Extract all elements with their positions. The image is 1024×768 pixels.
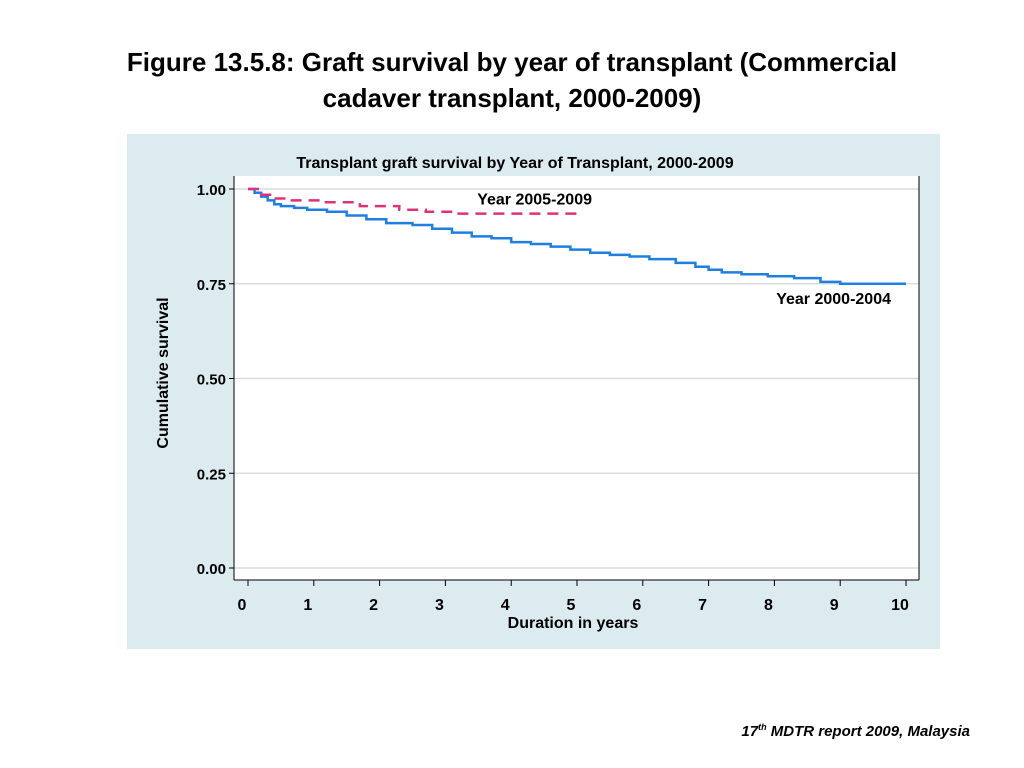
footer-text: MDTR report 2009, Malaysia xyxy=(766,723,970,740)
x-tick-label: 1 xyxy=(303,597,312,614)
footer-superscript: th xyxy=(758,722,767,732)
chart-title: Transplant graft survival by Year of Tra… xyxy=(296,155,733,172)
series-label: Year 2000-2004 xyxy=(776,291,891,308)
y-tick-label: 0.50 xyxy=(197,372,226,389)
x-tick-label: 7 xyxy=(698,597,707,614)
x-tick-label: 2 xyxy=(369,597,378,614)
slide-title-line-2: cadaver transplant, 2000-2009) xyxy=(322,83,702,113)
x-tick-label: 10 xyxy=(891,597,909,614)
series-label: Year 2005-2009 xyxy=(477,192,592,209)
chart-labels: 0.00 0.25 0.50 0.75 1.00 0 1 2 3 4 5 6 7 8 9 10 Year 200… xyxy=(197,182,909,614)
x-tick-label: 4 xyxy=(501,597,510,614)
y-tick-label: 0.75 xyxy=(197,277,226,294)
y-tick-label: 0.25 xyxy=(197,466,226,483)
report-footer: 17th MDTR report 2009, Malaysia xyxy=(741,722,970,740)
x-tick-label: 6 xyxy=(632,597,641,614)
x-tick-label: 9 xyxy=(830,597,839,614)
x-axis-label: Duration in years xyxy=(508,615,639,632)
y-axis-label: Cumulative survival xyxy=(155,297,172,448)
series-group xyxy=(248,187,906,286)
slide-title: Figure 13.5.8: Graft survival by year of… xyxy=(0,44,1024,116)
y-tick-label: 0.00 xyxy=(197,561,226,578)
x-tick-label: 0 xyxy=(238,597,247,614)
x-tick-label: 5 xyxy=(567,597,576,614)
grid-lines xyxy=(234,188,919,569)
x-tick-label: 8 xyxy=(764,597,773,614)
slide-title-line-1: Figure 13.5.8: Graft survival by year of… xyxy=(126,47,898,77)
y-tick-label: 1.00 xyxy=(197,182,226,199)
x-tick-label: 3 xyxy=(435,597,444,614)
axis-ticks xyxy=(229,188,907,586)
footer-ordinal: 17 xyxy=(741,723,759,740)
series-line-year-2005-2009 xyxy=(248,187,577,215)
series-line-year-2000-2004 xyxy=(248,187,906,286)
